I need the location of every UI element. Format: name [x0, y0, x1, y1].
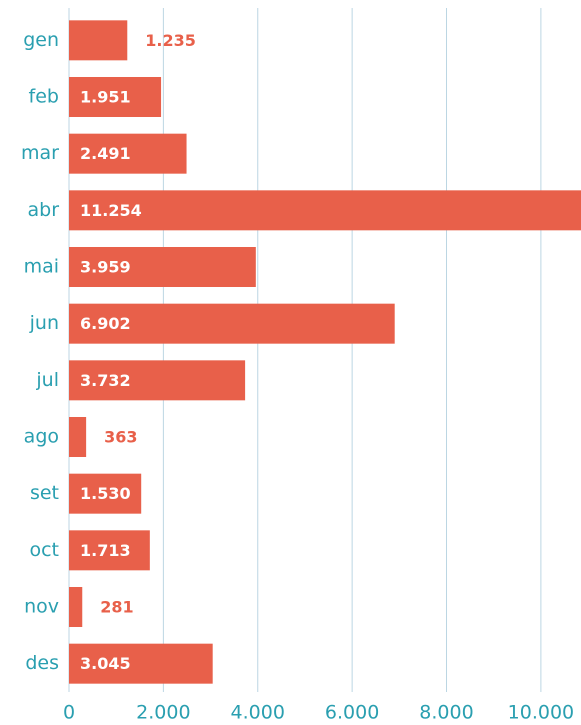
- value-label: 11.254: [80, 201, 142, 220]
- value-label: 1.951: [80, 88, 131, 107]
- y-tick-label: abr: [27, 199, 59, 221]
- bar: [69, 473, 142, 514]
- bar: [69, 587, 83, 627]
- x-tick-label: 4.000: [231, 702, 285, 724]
- value-label: 6.902: [80, 314, 131, 333]
- bar: [69, 20, 128, 61]
- y-tick-label: jun: [29, 312, 59, 334]
- bar: [69, 360, 246, 401]
- value-label: 3.732: [80, 371, 131, 390]
- value-label: 2.491: [80, 144, 131, 163]
- x-tick-label: 2.000: [136, 702, 190, 724]
- value-label: 1.235: [145, 31, 196, 50]
- value-label: 281: [100, 598, 133, 617]
- y-tick-label: mai: [24, 256, 59, 278]
- value-label: 3.045: [80, 654, 131, 673]
- y-tick-label: feb: [29, 86, 59, 108]
- y-tick-label: set: [30, 482, 59, 504]
- x-tick-label: 6.000: [325, 702, 379, 724]
- bar: [69, 77, 162, 117]
- y-tick-label: ago: [24, 426, 59, 448]
- x-tick-label: 10.000: [508, 702, 574, 724]
- bar: [69, 133, 187, 174]
- bar: [69, 303, 395, 344]
- bar: [69, 530, 150, 571]
- value-label: 3.959: [80, 258, 131, 277]
- y-tick-label: oct: [29, 539, 59, 561]
- bar: [69, 190, 581, 231]
- value-label: 1.530: [80, 484, 131, 503]
- value-label: 363: [104, 428, 137, 447]
- y-tick-label: des: [25, 652, 59, 674]
- bar: [69, 417, 87, 457]
- bar: [69, 643, 213, 684]
- y-tick-label: gen: [23, 29, 59, 51]
- bar: [69, 247, 256, 287]
- value-label: 1.713: [80, 541, 131, 560]
- y-tick-label: nov: [24, 596, 59, 618]
- y-tick-label: jul: [35, 369, 59, 391]
- x-tick-label: 0: [63, 702, 75, 724]
- x-tick-label: 8.000: [419, 702, 473, 724]
- y-tick-label: mar: [21, 142, 59, 164]
